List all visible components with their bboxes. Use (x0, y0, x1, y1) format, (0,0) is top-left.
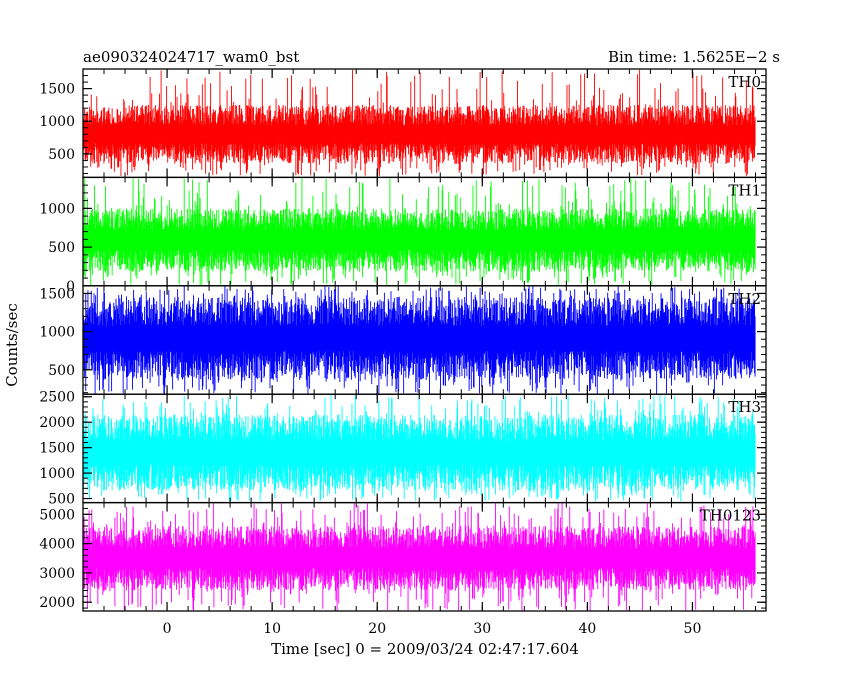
light-curve-panels: TH050010001500TH105001000TH250010001500T… (39, 68, 767, 612)
observation-id-title: ae090324024717_wam0_bst (83, 48, 299, 66)
y-tick-label: 500 (48, 363, 75, 379)
y-tick-label: 3000 (39, 566, 75, 582)
x-tick-label: 20 (368, 621, 386, 637)
panel-label: TH1 (728, 181, 761, 199)
panel-th1: TH1 0 500 1000 (39, 176, 767, 295)
x-tick-label: 50 (684, 621, 702, 637)
panel-th3: TH3 500 1000 1500 2000 2500 (39, 390, 767, 508)
panel-th2: TH2 500 1000 1500 (39, 285, 767, 395)
series-trace-th3 (82, 394, 756, 502)
series-trace-th0123 (82, 502, 756, 611)
y-tick-label: 5000 (39, 507, 75, 523)
panel-label: TH0123 (700, 507, 761, 525)
y-tick-label: 500 (48, 147, 75, 163)
series-trace-th0 (82, 69, 756, 176)
panel-th0: TH0 500 1000 1500 (39, 68, 767, 179)
panel-frame (82, 501, 767, 612)
x-axis-label: Time [sec] 0 = 2009/03/24 02:47:17.604 (271, 640, 579, 658)
y-tick-label: 4000 (39, 537, 75, 553)
x-axis: 0 10 20 30 40 50 (163, 621, 702, 637)
y-tick-label: 500 (48, 492, 75, 508)
panel-label: TH0 (728, 73, 761, 91)
y-tick-label: 500 (48, 240, 75, 256)
x-tick-label: 10 (263, 621, 281, 637)
y-tick-label: 1000 (39, 114, 75, 130)
series-trace-th1 (82, 177, 756, 286)
y-tick-label: 1500 (39, 441, 75, 457)
y-tick-label: 2000 (39, 415, 75, 431)
panel-th0123: TH0123 2000 3000 4000 5000 (39, 501, 767, 612)
y-tick-label: 1000 (39, 466, 75, 482)
series-trace-th2 (82, 285, 756, 395)
panel-label: TH3 (728, 398, 761, 416)
y-tick-label: 2500 (39, 390, 75, 406)
y-tick-label: 0 (66, 279, 75, 295)
x-tick-label: 30 (473, 621, 491, 637)
y-axis-label: Counts/sec (3, 303, 21, 387)
x-tick-label: 40 (578, 621, 596, 637)
y-tick-label: 1500 (39, 286, 75, 302)
y-tick-label: 1000 (39, 325, 75, 341)
bin-time-label: Bin time: 1.5625E−2 s (608, 48, 780, 66)
panel-label: TH2 (728, 290, 761, 308)
x-tick-label: 0 (163, 621, 172, 637)
y-tick-label: 1000 (39, 201, 75, 217)
y-tick-label: 1500 (39, 82, 75, 98)
y-tick-label: 2000 (39, 595, 75, 611)
